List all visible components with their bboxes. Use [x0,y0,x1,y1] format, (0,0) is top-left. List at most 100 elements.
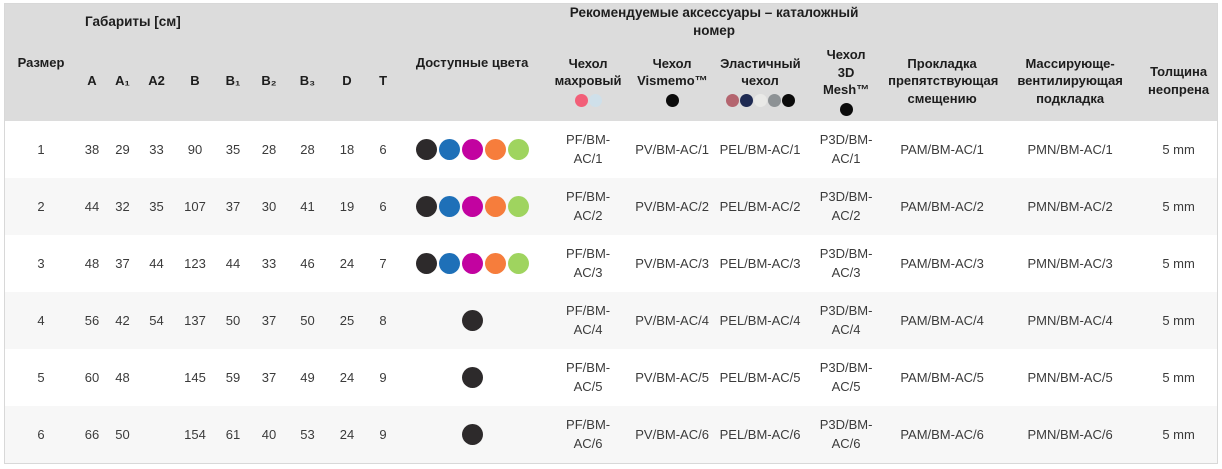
cell-neoprene-thickness: 5 mm [1162,255,1195,271]
cell-available-colors [400,349,544,406]
cell-neoprene-thickness: 5 mm [1162,426,1195,442]
cell-dim-d: 25 [339,312,355,328]
cell-dim-b3: 49 [300,369,315,385]
color-dot-magenta [461,196,483,218]
cover-elastic-swatches [720,93,800,107]
cell-dim-b2: 28 [261,141,277,157]
cell-pad-antislip: PAM/BM-AC/3 [900,255,984,271]
cell-pad-antislip: PAM/BM-AC/5 [900,369,984,385]
color-dot-green [507,196,529,218]
color-dot [725,93,739,107]
color-dot [665,93,679,107]
cell-dim-t: 6 [379,141,387,157]
cell-available-colors [400,178,544,235]
cell-neoprene-thickness: 5 mm [1162,369,1195,385]
cell-dim-b1: 61 [225,426,241,442]
color-dot-black [415,139,437,161]
cell-dim-a: 66 [84,426,100,442]
column-header-dim-b3: B₃ [287,40,328,122]
cell-dim-t: 9 [379,426,387,442]
cover-elastic-label: Эластичный чехол [720,55,801,89]
cell-dim-t: 6 [379,198,387,214]
column-header-neoprene-thickness: Толщина неопрена [1140,40,1218,122]
column-header-dim-b: B [175,40,215,122]
cell-dim-b1: 44 [225,255,241,271]
cell-pad-massage: PMN/BM-AC/5 [1027,369,1113,385]
cell-dim-b2: 37 [261,312,277,328]
cell-cover-3d-mesh: P3D/BM-AC/1 [819,132,873,166]
cell-pad-massage: PMN/BM-AC/1 [1027,141,1113,157]
column-header-cover-3d-mesh: Чехол 3D Mesh™ [808,40,885,122]
color-dot-orange [484,253,506,275]
cell-cover-terry: PF/BM-AC/4 [566,303,611,337]
color-dot [781,93,795,107]
cell-dim-d: 24 [339,369,355,385]
cell-pad-massage: PMN/BM-AC/2 [1027,198,1113,214]
cell-dim-b: 90 [187,141,203,157]
cell-cover-3d-mesh: P3D/BM-AC/6 [819,417,873,451]
group-header-accessories: Рекомендуемые аксессуары – каталожный но… [544,4,885,41]
cell-dim-t: 8 [379,312,387,328]
row-color-swatches [402,139,542,161]
table-row: 4 56 42 54 137 50 37 50 25 8 PF/BM-AC/4 … [5,292,1218,350]
cell-dim-a1: 29 [115,141,130,157]
column-header-cover-vismemo: Чехол Vismemo™ [632,40,713,122]
cell-dim-b1: 35 [225,141,241,157]
color-dot-black [415,196,437,218]
cell-dim-d: 24 [339,255,355,271]
cell-available-colors [400,235,544,292]
table-row: 5 60 48 145 59 37 49 24 9 PF/BM-AC/5 PV/… [5,349,1218,407]
color-dot-magenta [461,253,483,275]
cell-dim-t: 7 [379,255,387,271]
cell-dim-a1: 50 [115,426,130,442]
cell-dim-b3: 28 [300,141,315,157]
cell-cover-3d-mesh: P3D/BM-AC/2 [819,189,873,223]
color-dot [574,93,588,107]
cell-cover-vismemo: PV/BM-AC/5 [635,369,709,385]
color-dot [739,93,753,107]
cell-dim-b2: 37 [261,369,277,385]
cell-dim-b1: 37 [225,198,241,214]
cell-cover-vismemo: PV/BM-AC/3 [635,255,709,271]
cell-dim-a2 [138,406,175,463]
cover-vismemo-label: Чехол Vismemo™ [637,55,708,89]
cell-dim-b1: 59 [225,369,241,385]
header-spacer [1000,4,1141,41]
cell-dim-b3: 46 [300,255,315,271]
cell-cover-vismemo: PV/BM-AC/2 [635,198,709,214]
cover-terry-label: Чехол махровый [554,55,622,89]
column-header-cover-terry: Чехол махровый [544,40,633,122]
cell-pad-massage: PMN/BM-AC/4 [1027,312,1113,328]
column-header-dim-a1: A₁ [107,40,138,122]
group-header-dimensions: Габариты [см] [77,4,401,41]
color-dot-black [415,253,437,275]
cell-dim-a2: 35 [149,198,164,214]
row-color-swatches [402,253,542,275]
column-header-available-colors: Доступные цвета [400,4,545,122]
column-header-dim-b2: B₂ [251,40,287,122]
table-row: 2 44 32 35 107 37 30 41 19 6 PF/BM-AC/2 … [5,178,1218,236]
cover-terry-swatches [554,93,622,107]
cover-3d-mesh-label: Чехол 3D Mesh™ [822,47,870,98]
cell-dim-d: 24 [339,426,355,442]
cell-pad-antislip: PAM/BM-AC/1 [900,141,984,157]
cell-pad-antislip: PAM/BM-AC/4 [900,312,984,328]
cell-pad-antislip: PAM/BM-AC/6 [900,426,984,442]
cell-dim-d: 19 [339,198,355,214]
cell-cover-elastic: PEL/BM-AC/2 [719,198,801,214]
column-header-dim-a2: A2 [138,40,175,122]
column-header-dim-t: T [366,40,401,122]
cell-cover-elastic: PEL/BM-AC/3 [719,255,801,271]
cell-dim-b1: 50 [225,312,241,328]
cell-dim-b: 123 [184,255,206,271]
color-dot-black [461,367,483,389]
color-dot [588,93,602,107]
cell-size: 5 [37,369,45,385]
cell-dim-b2: 33 [261,255,277,271]
cell-cover-vismemo: PV/BM-AC/1 [635,141,709,157]
color-dot-blue [438,196,460,218]
cell-dim-a2: 54 [149,312,164,328]
cell-dim-b: 137 [184,312,206,328]
cell-cover-elastic: PEL/BM-AC/4 [719,312,801,328]
table-header: Размер Габариты [см] Доступные цвета Рек… [5,4,1218,122]
